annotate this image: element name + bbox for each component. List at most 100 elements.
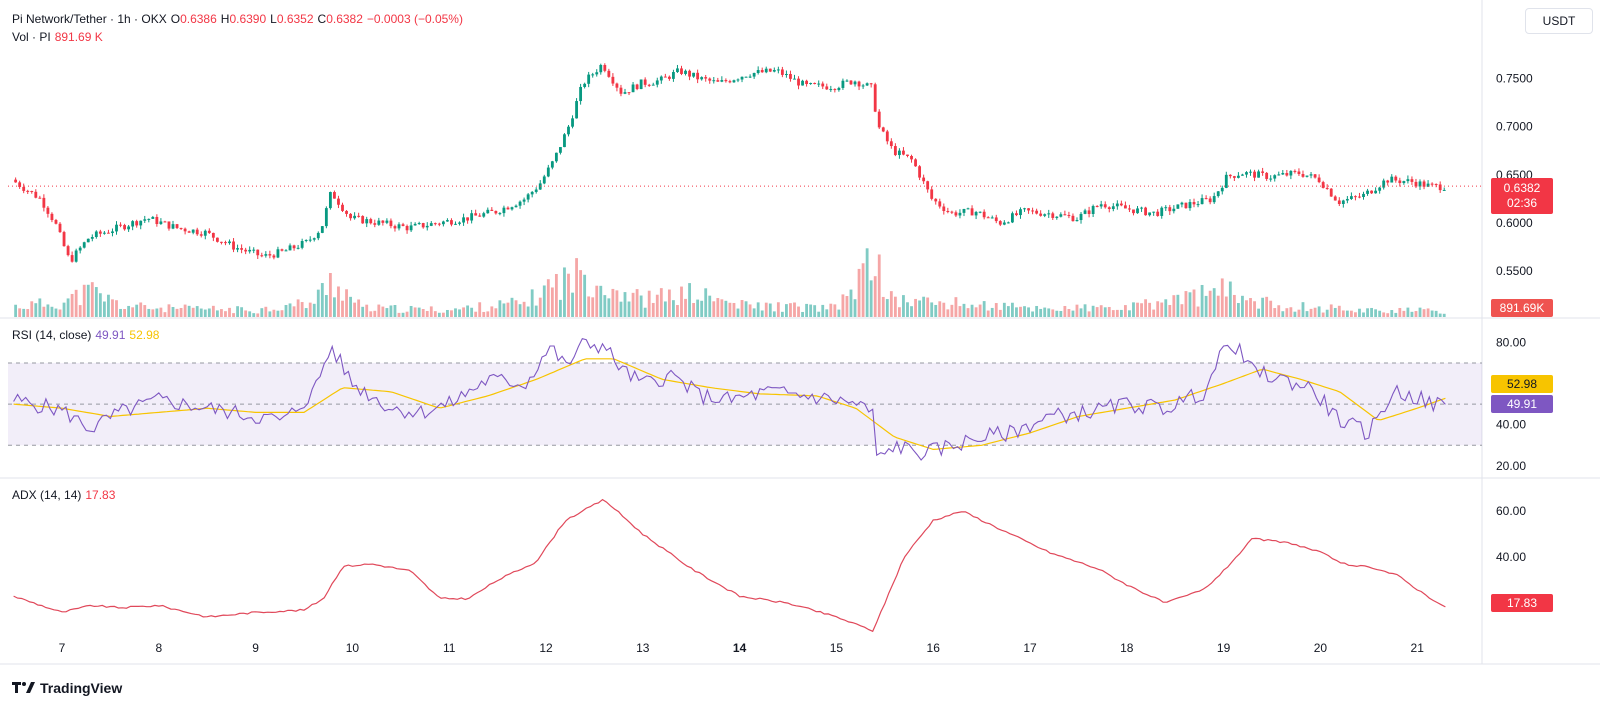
time-tick-label: 11: [443, 641, 456, 655]
candle-body: [1257, 171, 1260, 178]
price-pane[interactable]: [8, 63, 1482, 263]
candle-body: [1039, 213, 1043, 216]
candle-body: [179, 227, 183, 229]
volume-bar: [676, 305, 679, 317]
candle-body: [405, 225, 409, 231]
time-tick-label: 14: [733, 641, 747, 655]
rsi-ma-legend-value: 52.98: [129, 328, 160, 342]
volume-bar: [1043, 307, 1047, 317]
currency-button[interactable]: USDT: [1525, 8, 1593, 34]
candle-body: [1313, 174, 1317, 178]
volume-bar: [1212, 288, 1216, 317]
volume-bar: [1160, 302, 1164, 317]
candle-body: [1071, 215, 1075, 222]
candle-body: [498, 213, 502, 215]
volume-bar: [805, 303, 809, 317]
volume-bar: [607, 298, 611, 317]
adx-pane[interactable]: [13, 498, 1446, 633]
candle-body: [215, 237, 219, 242]
volume-bar: [195, 306, 199, 317]
time-tick-label: 20: [1314, 641, 1328, 655]
volume-bar: [744, 301, 748, 317]
time-axis[interactable]: 7 8 9 10 11 12 13 14 15 16 17 18 19 20 21: [59, 641, 1425, 655]
volume-bar: [90, 282, 94, 317]
candle-body: [236, 248, 239, 250]
adx-tick-label: 40.00: [1496, 550, 1526, 564]
candle-body: [1023, 208, 1026, 210]
candle-body: [1140, 207, 1143, 209]
volume-bar: [1430, 310, 1434, 317]
candle-body: [635, 84, 639, 90]
volume-bar: [357, 299, 361, 317]
candle-body: [1285, 173, 1289, 176]
candle-body: [954, 212, 958, 216]
volume-bar: [1023, 306, 1026, 317]
candle-body: [704, 77, 708, 79]
candle-body: [591, 74, 595, 76]
symbol-label[interactable]: Pi Network/Tether · 1h · OKX: [12, 12, 167, 26]
volume-bar: [595, 285, 599, 317]
volume-bar: [1410, 311, 1414, 317]
candle-body: [102, 232, 106, 234]
volume-label[interactable]: Vol · PI: [12, 30, 51, 44]
volume-bar: [1374, 309, 1378, 317]
volume-bar: [789, 303, 792, 317]
volume-bar: [1386, 313, 1390, 317]
volume-bar: [785, 304, 788, 317]
candle-body: [530, 191, 534, 195]
candle-body: [385, 220, 389, 223]
tradingview-logo[interactable]: TradingView: [12, 680, 122, 696]
rsi-label[interactable]: RSI (14, close): [12, 328, 92, 342]
price-tick-label: 0.7500: [1496, 72, 1533, 86]
volume-bar: [429, 306, 433, 317]
candle-body: [1329, 188, 1333, 197]
volume-bar: [902, 295, 905, 317]
candle-body: [1325, 187, 1329, 189]
candle-body: [595, 72, 599, 75]
candle-body: [902, 150, 905, 155]
candle-body: [409, 225, 413, 231]
candle-body: [1047, 213, 1051, 215]
volume-bar: [627, 301, 631, 317]
volume-bar: [1119, 309, 1123, 317]
candle-body: [1188, 202, 1192, 209]
volume-bar: [756, 302, 760, 317]
candle-body: [797, 78, 800, 86]
volume-bar: [857, 268, 861, 317]
volume-bar: [316, 289, 320, 317]
volume-bar: [881, 296, 885, 317]
volume-bar: [143, 305, 147, 317]
volume-bar: [559, 299, 562, 317]
rsi-pane[interactable]: [8, 337, 1482, 461]
volume-bar: [54, 308, 58, 317]
candle-body: [292, 245, 296, 249]
volume-bar: [260, 308, 264, 317]
candle-body: [224, 242, 227, 244]
candle-body: [1031, 210, 1035, 212]
candle-body: [1144, 207, 1147, 216]
candle-body: [841, 80, 845, 88]
volume-bar: [1362, 312, 1365, 317]
rsi-tick-label: 80.00: [1496, 335, 1526, 349]
candle-body: [203, 230, 207, 236]
volume-bar: [288, 303, 292, 317]
time-tick-label: 13: [636, 641, 650, 655]
volume-bar: [970, 304, 974, 317]
candle-body: [1075, 220, 1079, 222]
adx-label[interactable]: ADX (14, 14): [12, 488, 82, 502]
volume-bar: [296, 299, 300, 317]
candle-body: [700, 77, 704, 80]
volume-bar: [663, 301, 667, 317]
volume-bar: [300, 302, 304, 317]
volume-bar: [1249, 298, 1252, 317]
candle-body: [1107, 207, 1111, 210]
volume-bar: [393, 305, 397, 317]
volume-bar: [486, 311, 490, 317]
candle-body: [1410, 179, 1414, 182]
candle-body: [1337, 200, 1341, 204]
volume-bar: [603, 295, 607, 317]
candle-body: [333, 192, 336, 199]
volume-bar: [1289, 307, 1293, 317]
volume-bar: [405, 311, 409, 317]
